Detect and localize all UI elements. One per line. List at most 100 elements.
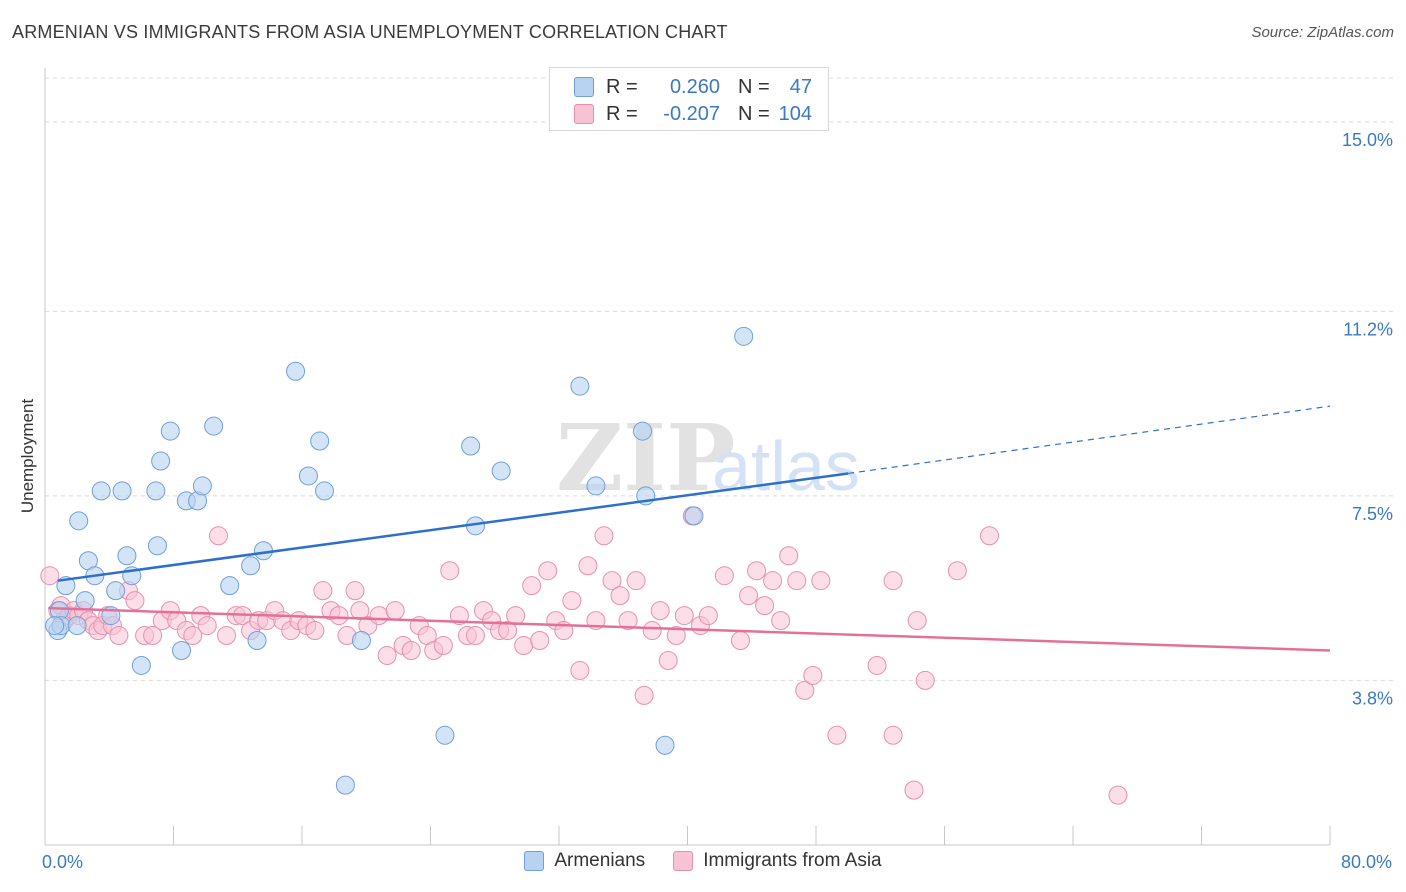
armenian-point xyxy=(335,775,355,795)
asia-point xyxy=(433,636,453,656)
armenian-point xyxy=(241,556,261,576)
series-label-armenians: Armenians xyxy=(554,850,646,871)
asia-point xyxy=(143,626,163,646)
armenian-point xyxy=(586,476,606,496)
armenian-point xyxy=(298,466,318,486)
asia-point xyxy=(787,571,807,591)
asia-point xyxy=(602,571,622,591)
asia-point xyxy=(883,571,903,591)
armenian-point xyxy=(117,546,137,566)
series-legend-armenians[interactable]: Armenians xyxy=(524,850,645,872)
armenian-point xyxy=(734,326,754,346)
legend-row-asia: R = -0.207 N = 104 xyxy=(574,101,812,127)
asia-point xyxy=(739,586,759,606)
series-swatch-armenians xyxy=(524,851,545,871)
y-tick-label: 11.2% xyxy=(1343,319,1393,339)
armenian-point xyxy=(491,461,511,481)
asia-point xyxy=(465,626,485,646)
armenian-point xyxy=(67,616,87,636)
grid-lines xyxy=(45,77,1395,681)
armenian-point xyxy=(247,631,267,651)
armenian-point xyxy=(310,431,330,451)
legend-swatch-armenians xyxy=(574,77,594,97)
series-label-asia: Immigrants from Asia xyxy=(703,850,882,871)
asia-points xyxy=(40,506,1128,805)
asia-point xyxy=(506,606,526,626)
axes xyxy=(44,68,1331,846)
armenian-point xyxy=(220,576,240,596)
armenian-point xyxy=(131,655,151,675)
asia-point xyxy=(377,645,397,665)
watermark-atlas: atlas xyxy=(712,427,860,505)
armenian-point xyxy=(192,476,212,496)
asia-point xyxy=(714,566,734,586)
armenian-point xyxy=(314,481,334,501)
y-tick-label: 15.0% xyxy=(1342,130,1393,150)
asia-point xyxy=(570,660,590,680)
series-legend: Armenians Immigrants from Asia xyxy=(0,850,1406,872)
asia-point xyxy=(650,601,670,621)
armenian-point xyxy=(91,481,111,501)
asia-point xyxy=(811,571,831,591)
asia-point xyxy=(109,626,129,646)
asia-point xyxy=(1108,785,1128,805)
asia-point xyxy=(40,566,60,586)
armenian-point xyxy=(204,416,224,436)
asia-point xyxy=(369,606,389,626)
asia-point xyxy=(217,626,237,646)
legend-r-value: -0.207 xyxy=(663,102,720,125)
asia-point xyxy=(795,680,815,700)
armenian-point xyxy=(112,481,132,501)
armenian-point xyxy=(286,361,306,381)
asia-point xyxy=(626,571,646,591)
asia-point xyxy=(755,596,775,616)
asia-point xyxy=(125,591,145,611)
asia-point xyxy=(763,571,783,591)
asia-point xyxy=(642,621,662,641)
asia-point xyxy=(329,606,349,626)
armenian-point xyxy=(69,511,89,531)
armenian-point xyxy=(160,421,180,441)
x-tick-min: 0.0% xyxy=(42,852,84,872)
armenian-point xyxy=(633,421,653,441)
asia-point xyxy=(915,670,935,690)
asia-point xyxy=(522,576,542,596)
legend-swatch-asia xyxy=(574,104,594,124)
asia-point xyxy=(867,655,887,675)
asia-point xyxy=(634,685,654,705)
x-tick-max: 80.0% xyxy=(1340,852,1392,872)
series-legend-asia[interactable]: Immigrants from Asia xyxy=(673,850,882,872)
stats-legend: R = 0.260 N = 47 R = -0.207 N = 104 xyxy=(549,67,829,131)
armenian-point xyxy=(172,641,192,661)
legend-n-value: 104 xyxy=(778,102,812,125)
armenian-points xyxy=(45,326,754,795)
legend-row-armenians: R = 0.260 N = 47 xyxy=(574,74,812,100)
asia-point xyxy=(658,650,678,670)
asia-point xyxy=(514,636,534,656)
asia-point xyxy=(345,581,365,601)
armenian-point xyxy=(684,506,704,526)
asia-point xyxy=(618,611,638,631)
armenian-point xyxy=(655,735,675,755)
asia-point xyxy=(183,626,203,646)
chart-title: ARMENIAN VS IMMIGRANTS FROM ASIA UNEMPLO… xyxy=(12,22,728,42)
asia-point xyxy=(440,561,460,581)
asia-point xyxy=(578,556,598,576)
asia-point xyxy=(401,641,421,661)
asia-point xyxy=(449,606,469,626)
asia-point xyxy=(498,621,518,641)
armenian-point xyxy=(75,591,95,611)
armenian-trend-line xyxy=(57,472,849,582)
legend-r-label: R = xyxy=(606,75,638,98)
asia-point xyxy=(779,546,799,566)
armenian-point xyxy=(106,581,126,601)
asia-point xyxy=(827,725,847,745)
series-swatch-asia xyxy=(673,851,694,871)
armenian-point xyxy=(461,436,481,456)
armenian-point xyxy=(146,481,166,501)
asia-point xyxy=(530,631,550,651)
armenian-point xyxy=(351,631,371,651)
armenian-point xyxy=(45,616,65,636)
armenian-trend-extension xyxy=(848,405,1331,475)
asia-point xyxy=(674,606,694,626)
